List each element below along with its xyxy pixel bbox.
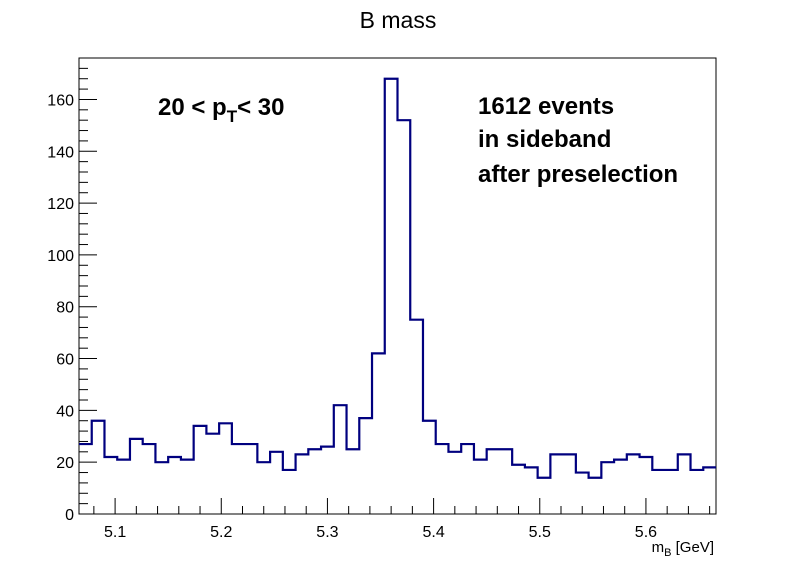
y-axis-ticks: 0 20 40 60 80 100 120 140 160: [47, 57, 97, 524]
y-tick-label: 20: [56, 455, 74, 472]
y-tick-label: 0: [65, 507, 74, 524]
x-tick-label: 5.4: [422, 524, 444, 541]
x-axis-ticks: 5.1 5.2 5.3 5.4 5.5 5.6: [93, 498, 711, 541]
chart-title: B mass: [360, 7, 437, 33]
x-tick-label: 5.2: [210, 524, 232, 541]
x-tick-label: 5.5: [529, 524, 551, 541]
y-tick-label: 40: [56, 403, 74, 420]
y-tick-label: 60: [56, 352, 74, 369]
y-tick-label: 160: [47, 92, 74, 109]
histogram-series-line: [79, 77, 716, 479]
events-annotation-line3: after preselection: [478, 161, 678, 188]
x-tick-label: 5.6: [635, 524, 657, 541]
y-tick-label: 80: [56, 300, 74, 317]
plot-frame: [78, 57, 717, 515]
y-tick-label: 120: [47, 196, 74, 213]
x-axis-label: mB [GeV]: [652, 539, 714, 559]
pt-range-annotation: 20 < pT< 30: [158, 94, 285, 126]
events-annotation-line1: 1612 events: [478, 93, 614, 120]
x-tick-label: 5.3: [316, 524, 338, 541]
events-annotation-line2: in sideband: [478, 126, 611, 153]
y-tick-label: 100: [47, 248, 74, 265]
y-tick-label: 140: [47, 144, 74, 161]
x-tick-label: 5.1: [104, 524, 126, 541]
